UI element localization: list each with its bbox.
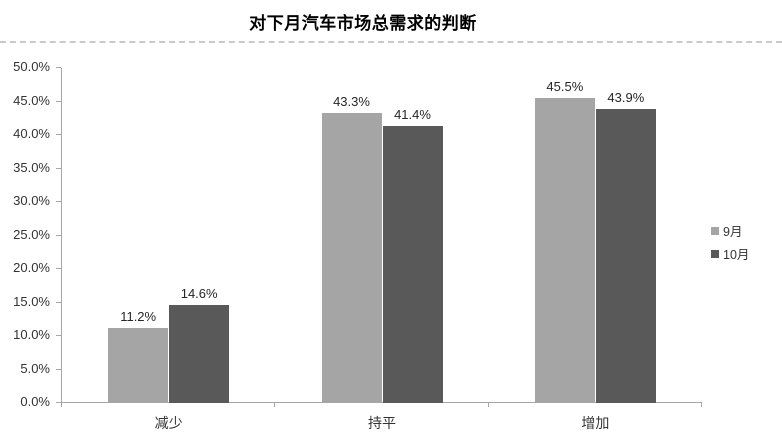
y-axis-label: 30.0% — [13, 193, 50, 208]
y-axis-label: 25.0% — [13, 226, 50, 242]
y-axis-label: 10.0% — [13, 327, 50, 342]
bar-9月-持平 — [321, 112, 382, 403]
y-axis-tick — [56, 167, 61, 169]
x-axis-tick — [61, 403, 62, 407]
y-axis-tick — [56, 301, 61, 303]
y-axis-tick — [56, 100, 61, 102]
bar-9月-减少 — [108, 327, 169, 403]
bar-data-label: 43.3% — [333, 93, 370, 109]
bar-10月-持平 — [382, 125, 443, 403]
bar-data-label: 11.2% — [120, 308, 157, 324]
bar-10月-增加 — [595, 108, 656, 403]
y-axis-label: 15.0% — [13, 293, 50, 309]
y-axis-label: 20.0% — [13, 260, 50, 275]
legend-label-october: 10月 — [723, 248, 750, 262]
legend-item-october: 10月 — [711, 246, 750, 262]
legend: 9月 10月 — [711, 223, 749, 269]
y-axis-tick — [56, 335, 61, 336]
y-axis-tick — [56, 234, 61, 236]
bar-10月-减少 — [169, 305, 230, 403]
y-axis-tick — [56, 368, 61, 370]
y-axis-label: 50.0% — [13, 59, 50, 74]
bar-data-label: 41.4% — [394, 106, 431, 122]
title-divider-line — [0, 41, 782, 43]
chart-title: 对下月汽车市场总需求的判断 — [249, 14, 477, 33]
y-axis-label: 45.0% — [13, 92, 50, 108]
x-axis-tick — [487, 403, 489, 407]
x-axis-category-label: 增加 — [581, 415, 610, 431]
y-axis-tick — [56, 402, 61, 403]
x-axis-tick — [701, 403, 702, 407]
y-axis-label: 40.0% — [13, 126, 50, 141]
bar-data-label: 14.6% — [180, 286, 218, 302]
legend-swatch-october — [711, 249, 719, 258]
y-axis-label: 35.0% — [13, 159, 50, 175]
legend-label-september: 9月 — [723, 225, 743, 239]
y-axis-tick — [56, 67, 61, 68]
legend-item-september: 9月 — [711, 223, 749, 239]
y-axis-label: 0.0% — [20, 394, 50, 409]
bar-data-label: 45.5% — [546, 79, 584, 95]
y-axis-tick — [56, 268, 61, 269]
y-axis-tick — [56, 134, 61, 135]
bar-data-label: 43.9% — [607, 89, 645, 105]
legend-swatch-september — [711, 226, 719, 235]
y-axis-tick — [56, 201, 61, 202]
y-axis-label: 5.0% — [20, 360, 50, 376]
x-axis-category-label: 减少 — [154, 415, 183, 431]
bar-9月-增加 — [534, 98, 595, 403]
x-axis-category-label: 持平 — [368, 415, 396, 431]
x-axis-tick — [274, 403, 276, 407]
